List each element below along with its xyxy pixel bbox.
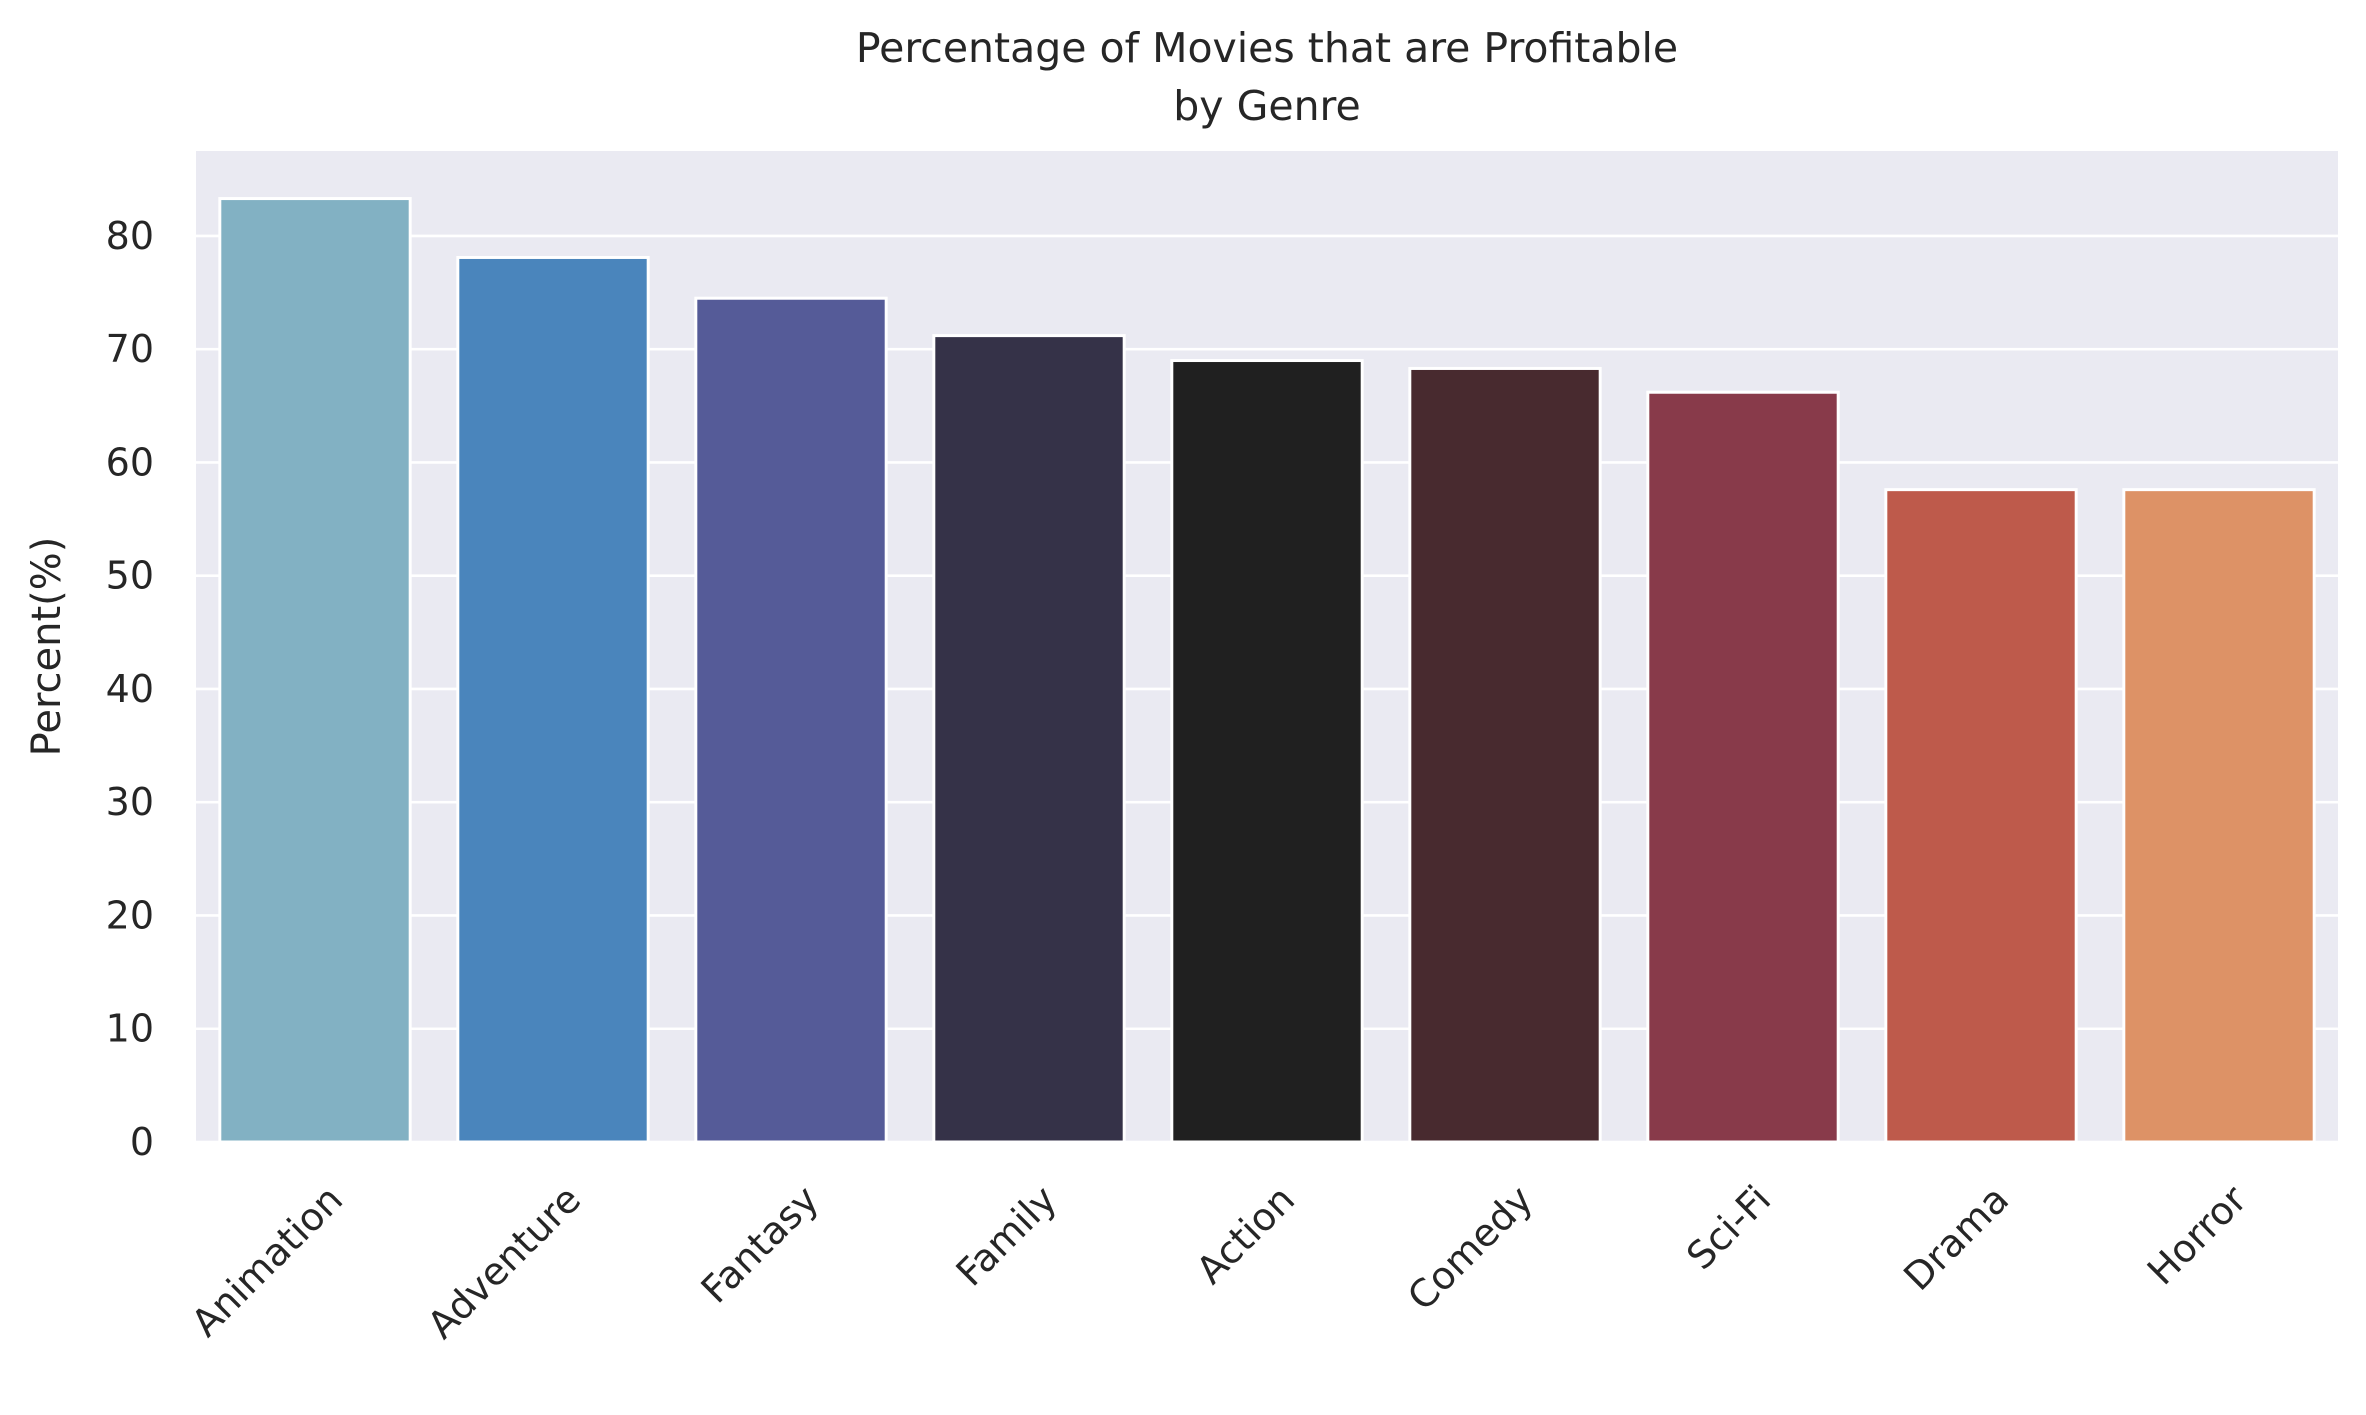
bar-comedy: [1408, 366, 1602, 1144]
y-tick-label: 30: [106, 780, 154, 824]
x-axis-ticks: Animation Adventure Fantasy Family Action Com…: [183, 1177, 2255, 1347]
y-tick-label: 10: [106, 1007, 154, 1051]
x-tick-label: Horror: [2139, 1177, 2256, 1294]
y-axis-label: Percent(%): [24, 537, 70, 757]
bar-fantasy: [694, 296, 888, 1144]
x-tick-label: Sci-Fi: [1678, 1177, 1779, 1278]
bar-animation: [218, 197, 412, 1144]
x-tick-label: Adventure: [419, 1177, 589, 1347]
chart-subtitle: by Genre: [1173, 82, 1360, 130]
x-tick-label: Fantasy: [693, 1177, 828, 1312]
bar-family: [932, 334, 1126, 1144]
x-tick-label: Drama: [1895, 1177, 2017, 1299]
y-tick-label: 60: [106, 440, 154, 484]
x-tick-label: Comedy: [1399, 1177, 1541, 1319]
bar-adventure: [456, 255, 650, 1144]
y-tick-label: 50: [106, 554, 154, 598]
y-tick-label: 80: [106, 214, 154, 258]
x-tick-label: Family: [948, 1177, 1066, 1295]
y-tick-label: 70: [106, 327, 154, 371]
chart-title: Percentage of Movies that are Profitable: [856, 24, 1678, 72]
x-tick-label: Action: [1188, 1177, 1303, 1292]
y-tick-label: 40: [106, 667, 154, 711]
bars: [218, 197, 2316, 1144]
bar-drama: [1884, 488, 2078, 1144]
y-axis-ticks: 0 10 20 30 40 50 60 70 80: [106, 214, 154, 1164]
x-tick-label: Animation: [183, 1177, 351, 1345]
y-tick-label: 0: [130, 1120, 154, 1164]
bar-sci-fi: [1646, 390, 1840, 1144]
y-tick-label: 20: [106, 893, 154, 937]
bar-action: [1170, 359, 1364, 1144]
bar-horror: [2122, 488, 2316, 1144]
